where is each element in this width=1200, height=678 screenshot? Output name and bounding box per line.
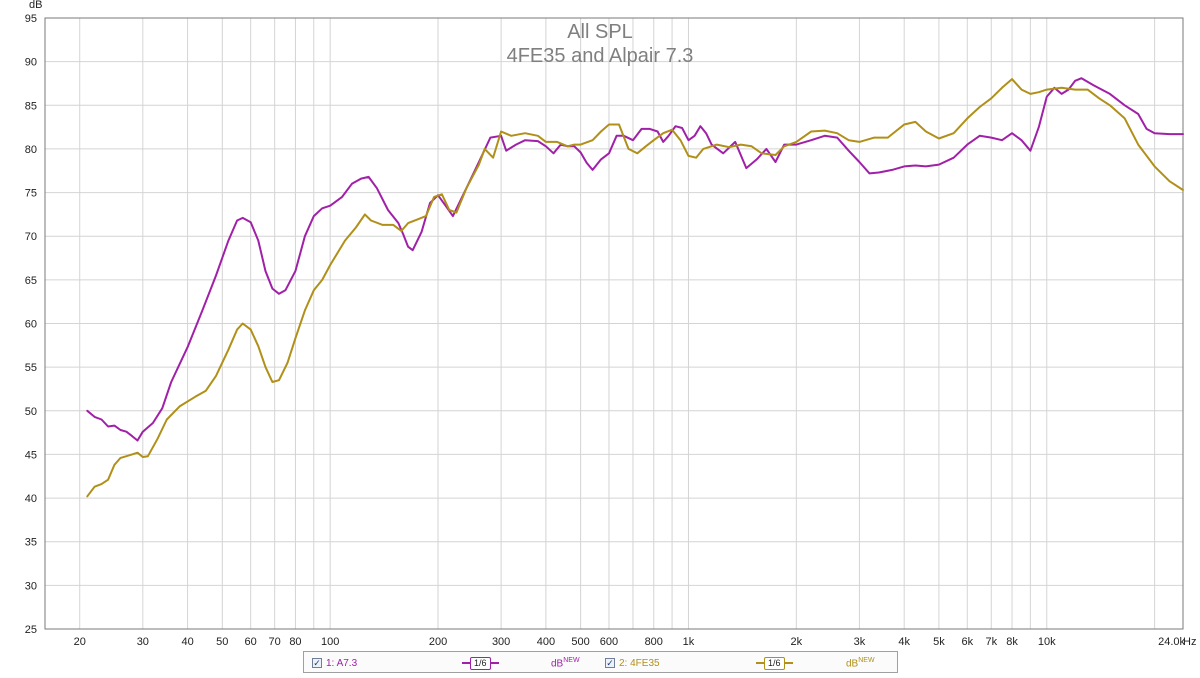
chart-subtitle: 4FE35 and Alpair 7.3 <box>507 45 694 67</box>
x-tick-label: 60 <box>245 636 257 648</box>
y-tick-label: 40 <box>25 493 37 505</box>
y-tick-label: 95 <box>25 13 37 25</box>
x-tick-label: 300 <box>492 636 510 648</box>
plot-frame <box>44 17 1184 630</box>
series-1-line-swatch-right <box>490 662 499 664</box>
series-line-2 <box>86 78 1184 498</box>
grid <box>45 17 1183 630</box>
x-tick-label: 20 <box>74 636 86 648</box>
series-1-db-button[interactable]: dBNEW <box>551 657 580 669</box>
y-tick-label: 55 <box>25 362 37 374</box>
y-tick-label: 80 <box>25 144 37 156</box>
x-tick-label: 5k <box>933 636 945 648</box>
y-tick-label: 60 <box>25 319 37 331</box>
y-tick-label: 70 <box>25 231 37 243</box>
x-axis-ticks: 20 30 40 50 60 70 80 100 200 300 400 500 600 800 1k 2k 3… <box>74 636 1186 648</box>
x-tick-label: 24.0k <box>1158 636 1185 648</box>
y-tick-label: 30 <box>25 580 37 592</box>
x-tick-label: 100 <box>321 636 339 648</box>
series-line-1 <box>86 77 1184 442</box>
y-axis-ticks: 25 30 35 40 45 50 55 60 65 70 75 80 85 90 95 <box>25 13 37 636</box>
x-tick-label: 7k <box>985 636 997 648</box>
legend-item-4fe35[interactable]: ✓ 2: 4FE35 <box>605 656 660 670</box>
series-1-db-sup: NEW <box>563 657 580 664</box>
x-tick-label: 3k <box>854 636 866 648</box>
x-tick-label: 8k <box>1006 636 1018 648</box>
series-1-smoothing[interactable]: 1/6 <box>462 656 499 670</box>
x-tick-label: 2k <box>791 636 803 648</box>
y-tick-label: 50 <box>25 406 37 418</box>
series-2-label: 2: 4FE35 <box>619 657 660 669</box>
x-tick-label: 200 <box>429 636 447 648</box>
x-tick-label: 500 <box>571 636 589 648</box>
y-tick-label: 25 <box>25 624 37 636</box>
series-2-line-swatch <box>756 662 764 664</box>
series-1-smoothing-value: 1/6 <box>470 656 491 670</box>
series-2-smoothing-value: 1/6 <box>764 656 785 670</box>
legend-item-a73[interactable]: ✓ 1: A7.3 <box>312 656 357 670</box>
series-group <box>86 77 1184 498</box>
series-2-db-button[interactable]: dBNEW <box>846 657 875 669</box>
x-tick-label: 70 <box>269 636 281 648</box>
legend: ✓ 1: A7.3 1/6 dBNEW ✓ 2: 4FE35 1/6 dBNEW <box>303 651 898 673</box>
series-2-db-sup: NEW <box>858 657 875 664</box>
x-tick-label: 80 <box>289 636 301 648</box>
y-tick-label: 65 <box>25 275 37 287</box>
chart-title: All SPL <box>567 21 633 43</box>
x-tick-label: 40 <box>181 636 193 648</box>
y-axis-label: dB <box>29 0 42 11</box>
x-tick-label: 600 <box>600 636 618 648</box>
x-tick-label: 10k <box>1038 636 1056 648</box>
series-2-smoothing[interactable]: 1/6 <box>756 656 793 670</box>
series-2-line-swatch-right <box>784 662 793 664</box>
series-1-label: 1: A7.3 <box>326 657 358 669</box>
y-tick-label: 85 <box>25 100 37 112</box>
y-tick-label: 75 <box>25 188 37 200</box>
x-tick-label: 4k <box>898 636 910 648</box>
y-tick-label: 90 <box>25 57 37 69</box>
y-tick-label: 35 <box>25 537 37 549</box>
x-tick-label: 400 <box>537 636 555 648</box>
y-tick-label: 45 <box>25 449 37 461</box>
series-1-checkbox[interactable]: ✓ <box>312 657 322 668</box>
x-tick-label: 1k <box>683 636 695 648</box>
series-2-checkbox[interactable]: ✓ <box>605 657 615 668</box>
series-2-db-label: dB <box>846 658 859 670</box>
x-tick-label: 30 <box>137 636 149 648</box>
x-tick-label: 800 <box>645 636 663 648</box>
x-axis-unit: Hz <box>1183 636 1196 648</box>
x-tick-label: 50 <box>216 636 228 648</box>
series-1-line-swatch <box>462 662 470 664</box>
x-tick-label: 6k <box>961 636 973 648</box>
series-1-db-label: dB <box>551 658 564 670</box>
